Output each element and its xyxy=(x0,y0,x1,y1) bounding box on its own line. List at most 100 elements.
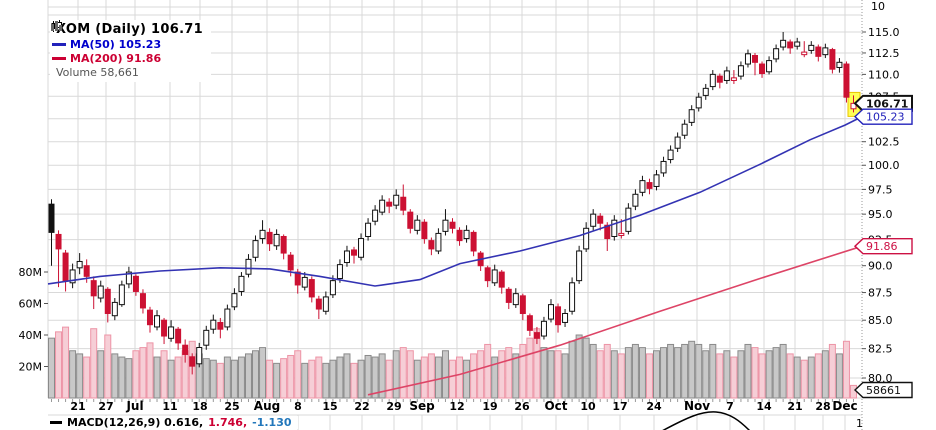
volume-bar xyxy=(463,359,471,399)
candle-body xyxy=(294,271,301,286)
candle-body xyxy=(547,304,554,320)
volume-bar xyxy=(237,356,245,399)
candle-body xyxy=(132,275,139,292)
candle-body xyxy=(632,193,639,207)
volume-bar xyxy=(653,350,661,399)
volume-bar xyxy=(413,359,421,399)
date-axis-label: 15 xyxy=(322,400,337,413)
legend-volume-row: Volume 58,661 xyxy=(51,21,203,79)
candle-body xyxy=(252,240,259,258)
date-axis-label: 26 xyxy=(514,400,530,413)
volume-bar xyxy=(259,347,267,399)
volume-bar xyxy=(807,356,815,399)
volume-bar xyxy=(76,353,84,399)
date-axis-label: 17 xyxy=(612,400,627,413)
volume-bar xyxy=(842,340,850,399)
volume-bar xyxy=(554,350,562,399)
volume-bar xyxy=(294,350,302,399)
candle-body xyxy=(533,332,540,339)
candle-body xyxy=(456,229,463,242)
candle-body xyxy=(90,280,97,297)
volume-bar xyxy=(160,350,168,399)
volume-bar xyxy=(681,343,689,399)
volume-bar xyxy=(779,343,787,399)
candle-body xyxy=(154,315,161,328)
volume-bar xyxy=(420,356,428,399)
candle-body xyxy=(189,356,196,367)
candle-body xyxy=(597,215,604,224)
volume-bar xyxy=(645,353,653,399)
date-axis-label: 14 xyxy=(756,400,772,413)
candle-body xyxy=(69,269,76,284)
volume-bar xyxy=(603,343,611,399)
candle-body xyxy=(62,252,69,282)
candle-body xyxy=(414,219,421,231)
candle-body xyxy=(111,301,118,317)
candle-body xyxy=(576,250,583,282)
price-axis-label: 112.5 xyxy=(868,47,900,60)
volume-bar xyxy=(631,343,639,399)
macd-axis-label: 1 xyxy=(856,417,863,430)
price-axis-label: 102.5 xyxy=(868,136,900,149)
candle-body xyxy=(723,70,730,81)
date-axis-label: 27 xyxy=(98,400,113,413)
candle-body xyxy=(822,47,829,56)
volume-bar xyxy=(456,356,464,399)
candle-body xyxy=(519,295,526,314)
volume-bar xyxy=(273,362,281,399)
date-axis-label: Jul xyxy=(125,399,143,413)
volume-bar xyxy=(709,343,717,399)
candle-body xyxy=(393,194,400,206)
volume-bar xyxy=(660,347,668,399)
axis-value-tag: 58661 xyxy=(853,381,913,399)
date-axis-label: 21 xyxy=(787,400,802,413)
volume-bar xyxy=(153,356,161,399)
axis-value-tag: 105.23 xyxy=(853,108,913,125)
price-axis-label: 82.5 xyxy=(868,343,893,356)
volume-bar xyxy=(512,353,520,399)
candle-body xyxy=(484,267,491,282)
candle-body xyxy=(125,271,132,285)
candle-body xyxy=(801,51,808,56)
candle-body xyxy=(780,39,787,48)
candle-body xyxy=(583,227,590,250)
candle-body xyxy=(737,65,744,77)
volume-bar xyxy=(751,347,759,399)
volume-bar xyxy=(568,340,576,399)
candle-body xyxy=(702,87,709,96)
price-axis-label: 85.0 xyxy=(868,314,893,327)
volume-bar xyxy=(814,353,822,399)
axis-value-tag: 91.86 xyxy=(853,237,913,255)
volume-bar xyxy=(104,334,112,399)
volume-bar xyxy=(202,358,210,399)
candle-body xyxy=(168,326,175,339)
candle-body xyxy=(210,319,217,330)
price-axis-label: 80.0 xyxy=(868,372,893,385)
date-axis-label: 8 xyxy=(294,400,302,413)
volume-bar xyxy=(364,354,372,399)
volume-bar xyxy=(758,353,766,399)
candle-body xyxy=(146,309,153,326)
price-axis-label: 100.0 xyxy=(868,159,900,172)
candle-body xyxy=(653,174,660,187)
candle-body xyxy=(266,231,273,245)
candle-body xyxy=(386,201,393,207)
candle-body xyxy=(238,275,245,292)
date-axis-label: 25 xyxy=(224,400,239,413)
candle-body xyxy=(442,219,449,232)
volume-bar xyxy=(547,350,555,399)
volume-bar xyxy=(209,359,217,399)
volume-bar xyxy=(849,384,857,399)
volume-bar xyxy=(821,350,829,399)
volume-bar xyxy=(111,353,119,399)
ma-line xyxy=(367,245,863,396)
volume-bar xyxy=(69,350,77,399)
volume-bar xyxy=(589,343,597,399)
volume-bar xyxy=(343,353,351,399)
top-axis-label: 10 xyxy=(871,0,885,13)
candle-body xyxy=(512,293,519,306)
candle-body xyxy=(315,298,322,310)
volume-axis-label: 60M xyxy=(19,298,43,311)
candle-body xyxy=(569,282,576,312)
